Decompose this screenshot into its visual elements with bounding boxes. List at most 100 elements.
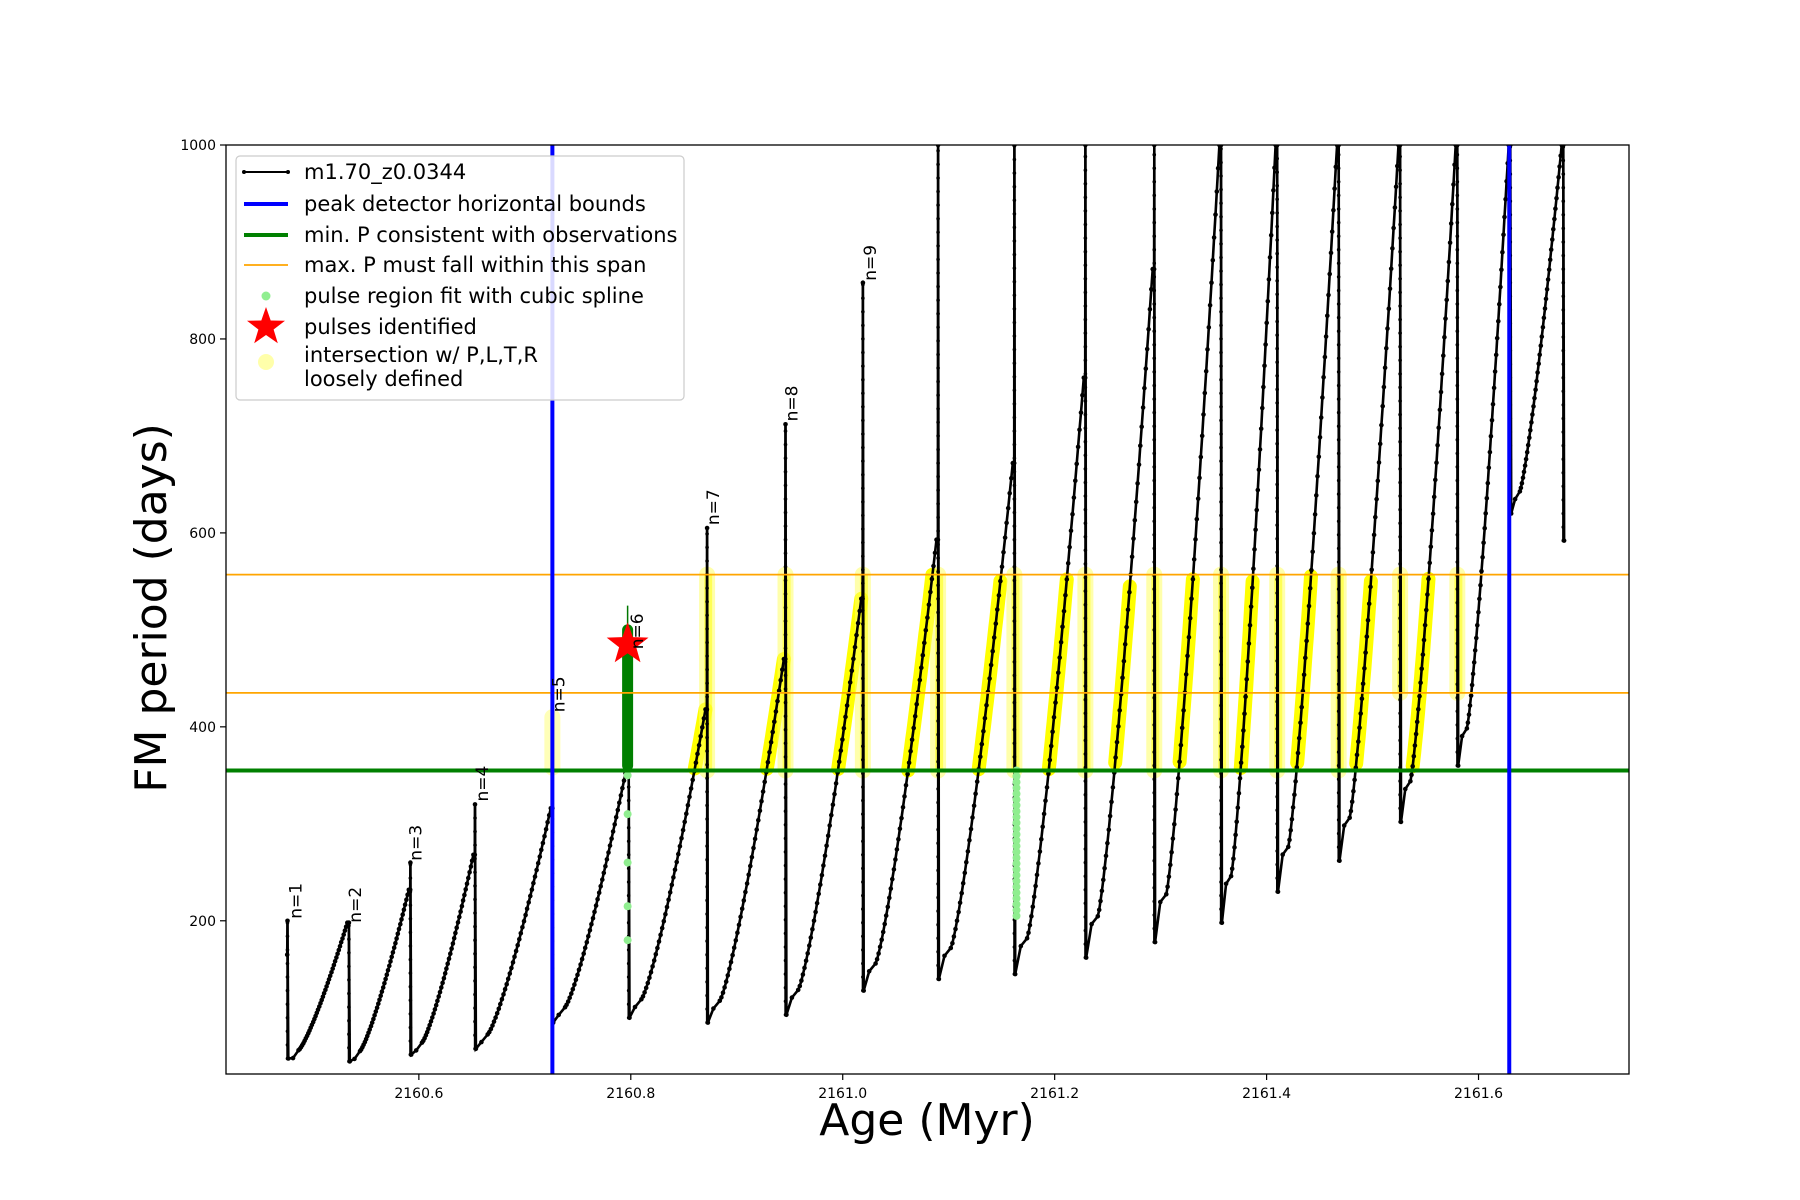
track-point [1095, 914, 1101, 919]
spike-point [1152, 424, 1157, 429]
spike-point [1336, 858, 1341, 863]
spike-point [936, 746, 940, 750]
track-point [379, 989, 385, 994]
spike-point [1455, 356, 1460, 361]
spike-point [1398, 779, 1402, 783]
spike-point [1152, 695, 1157, 700]
spike-point [705, 613, 709, 618]
spike-point [1561, 362, 1566, 367]
track-point [537, 854, 543, 859]
plot-area: n=1 n=2n=3n=4n=5n=6n=7n=8n=9 [226, 145, 1629, 1074]
spike-point [1275, 224, 1279, 229]
track-point [324, 984, 329, 989]
track-point [1140, 405, 1146, 410]
track-point [369, 1020, 375, 1025]
spike-point [1455, 234, 1460, 238]
track-point [733, 938, 739, 943]
track-point [1315, 473, 1320, 479]
track-point [1489, 418, 1495, 423]
spike-point [1083, 304, 1088, 308]
spike-point [861, 730, 865, 735]
spike-point [626, 988, 631, 993]
track-point [1390, 246, 1395, 251]
track-point [1207, 302, 1213, 308]
spike-point [936, 977, 940, 981]
track-point [499, 997, 505, 1002]
spike-point [783, 429, 788, 433]
track-point [663, 911, 668, 917]
track-point [1418, 680, 1423, 685]
spike-point [1219, 798, 1223, 803]
spike-point [861, 405, 865, 409]
spike-point [1219, 839, 1223, 844]
spike-point [1336, 723, 1341, 727]
track-point [1518, 485, 1524, 491]
track-point [1142, 385, 1147, 391]
track-point [719, 995, 724, 1000]
spike-point [1012, 755, 1017, 759]
spike-point [783, 660, 788, 664]
spike-point [626, 1002, 631, 1006]
spike-point [1083, 426, 1088, 431]
track-point [488, 1026, 494, 1032]
spike-point [936, 502, 940, 506]
spike-point [936, 216, 940, 221]
spike-point [1561, 403, 1566, 407]
track-point [393, 940, 398, 946]
spike-point [705, 722, 709, 726]
spike-point [1398, 344, 1402, 349]
track-point [575, 972, 580, 978]
spike-point [1083, 874, 1088, 878]
spike-point [1083, 657, 1088, 661]
spike-point [1083, 344, 1088, 349]
track-point [383, 976, 388, 982]
track-point [513, 948, 519, 954]
spike-point [1219, 527, 1223, 531]
spike-point [861, 567, 865, 572]
spike-point [1083, 507, 1088, 512]
track-point [620, 785, 625, 791]
track-point [1256, 467, 1262, 473]
track-point [1521, 469, 1527, 475]
track-point [1478, 582, 1483, 588]
track-point [1075, 444, 1081, 450]
legend-label: peak detector horizontal bounds [304, 192, 646, 216]
spike-point [861, 975, 865, 979]
spike-point [626, 893, 631, 898]
track-point [1352, 777, 1357, 783]
track-point [609, 836, 614, 841]
spike-point [1561, 213, 1566, 217]
spike-point [783, 823, 788, 827]
spike-point [936, 189, 940, 194]
spline-point [1012, 900, 1021, 909]
spike-point [1275, 631, 1279, 636]
track-point [762, 779, 767, 785]
spike-point [1012, 171, 1017, 175]
track-point [1299, 704, 1304, 710]
spike-point [1152, 886, 1157, 890]
x-tick-label: 2161.2 [1030, 1086, 1079, 1102]
spike-point [1219, 717, 1223, 721]
track-point [524, 906, 530, 911]
track-point [598, 883, 603, 889]
track-point [376, 1001, 381, 1006]
spike-point [408, 1012, 413, 1016]
spike-point [408, 930, 413, 935]
spike-point [1275, 577, 1279, 582]
track-point [504, 981, 510, 987]
spike-point [1275, 822, 1279, 826]
spike-point [936, 379, 940, 384]
track-point [1488, 434, 1494, 439]
spike-point [1219, 513, 1223, 518]
track-point [819, 872, 825, 878]
spike-point [783, 809, 788, 813]
track-point [352, 1056, 357, 1062]
track-point [518, 931, 524, 936]
track-point [1064, 577, 1070, 582]
spike-point [473, 911, 477, 915]
spike-point [1398, 697, 1402, 702]
spike-point [1275, 727, 1279, 731]
spike-point [936, 773, 940, 778]
spike-point [861, 581, 865, 586]
track-point [727, 966, 732, 972]
